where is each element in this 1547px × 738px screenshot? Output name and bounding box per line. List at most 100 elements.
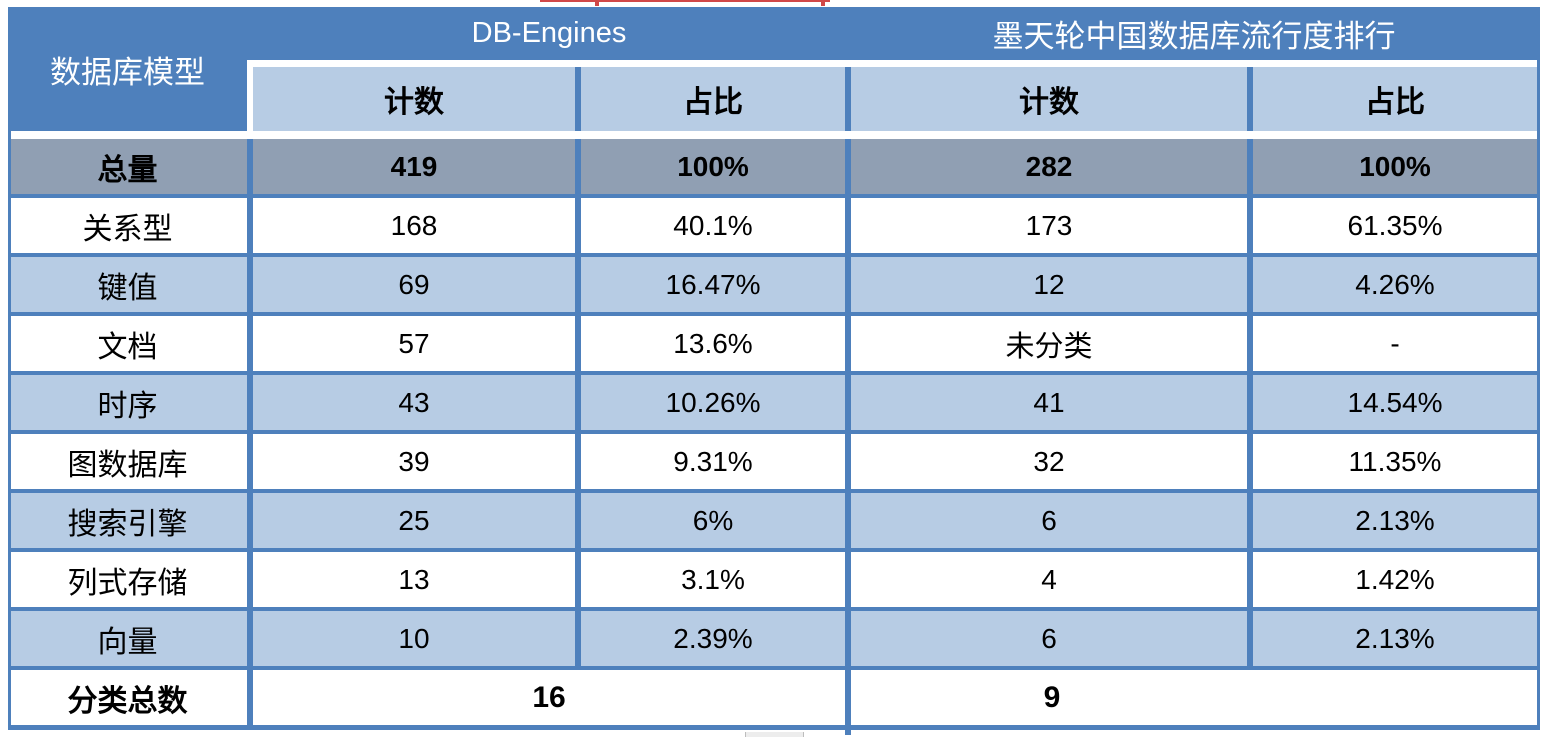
cell-mo-count: 未分类 (851, 316, 1247, 371)
column-divider (575, 375, 581, 430)
column-divider (247, 552, 253, 607)
cell-mo-count: 12 (851, 257, 1247, 312)
column-divider (575, 198, 581, 253)
column-divider (247, 611, 253, 666)
column-divider (845, 316, 851, 371)
group-header-motianlun: 墨天轮中国数据库流行度排行 (992, 19, 1396, 55)
column-divider (845, 434, 851, 489)
cell-mo-pct: 61.35% (1253, 198, 1537, 253)
cell-mo-pct: 100% (1253, 139, 1537, 194)
row-label: 向量 (8, 611, 247, 666)
cell-mo-count: 6 (851, 611, 1247, 666)
row-divider (8, 607, 1540, 611)
column-divider (575, 257, 581, 312)
column-divider (247, 316, 253, 371)
cell-mo-pct: 2.13% (1253, 493, 1537, 548)
cell-mo-pct: 4.26% (1253, 257, 1537, 312)
table-border-left (8, 131, 11, 730)
column-divider (1247, 493, 1253, 548)
cell-db-pct: 13.6% (581, 316, 845, 371)
column-divider (247, 493, 253, 548)
column-divider (845, 552, 851, 607)
column-divider (845, 139, 851, 194)
column-divider (1247, 375, 1253, 430)
cropped-red-text-fragment (821, 0, 825, 6)
cell-mo-count: 32 (851, 434, 1247, 489)
cropped-ui-fragment (745, 732, 804, 737)
header-gap (253, 60, 1537, 67)
cell-mo-count: 282 (851, 139, 1247, 194)
column-divider (1247, 316, 1253, 371)
column-divider (1247, 611, 1253, 666)
table-row: 文档 57 13.6% 未分类 - (8, 316, 1540, 371)
table-row: 列式存储 13 3.1% 4 1.42% (8, 552, 1540, 607)
row-divider (8, 489, 1540, 493)
column-divider (247, 670, 253, 725)
column-divider (247, 198, 253, 253)
cropped-red-text-fragment (540, 0, 830, 2)
cell-mo-category-total: 9 (851, 670, 1537, 725)
column-divider (575, 316, 581, 371)
column-divider (845, 198, 851, 253)
cell-mo-count: 4 (851, 552, 1247, 607)
column-divider (1247, 198, 1253, 253)
cell-mo-pct: 14.54% (1253, 375, 1537, 430)
column-divider (575, 493, 581, 548)
cell-mo-count: 6 (851, 493, 1247, 548)
row-label: 分类总数 (8, 670, 247, 725)
cell-db-count: 10 (253, 611, 575, 666)
cell-db-count: 39 (253, 434, 575, 489)
column-divider (845, 375, 851, 430)
column-divider (575, 552, 581, 607)
table-border-bottom (8, 725, 1540, 730)
subheader-db-count: 计数 (253, 67, 575, 131)
header-gap (247, 60, 253, 131)
column-divider (845, 257, 851, 312)
row-divider (8, 430, 1540, 434)
column-divider (845, 722, 851, 735)
column-divider (575, 67, 581, 131)
subheader-mo-count: 计数 (851, 67, 1247, 131)
row-divider (8, 312, 1540, 316)
row-label: 搜索引擎 (8, 493, 247, 548)
column-divider (247, 375, 253, 430)
row-label: 时序 (8, 375, 247, 430)
cell-db-category-total: 16 (253, 670, 845, 725)
cell-db-pct: 16.47% (581, 257, 845, 312)
row-divider (8, 253, 1540, 257)
table-border-right (1537, 60, 1540, 730)
cell-db-count: 25 (253, 493, 575, 548)
table-row: 向量 10 2.39% 6 2.13% (8, 611, 1540, 666)
cell-db-pct: 10.26% (581, 375, 845, 430)
column-divider (575, 139, 581, 194)
column-divider (247, 139, 253, 194)
column-divider (1247, 434, 1253, 489)
row-label: 列式存储 (8, 552, 247, 607)
cropped-red-text-fragment (595, 0, 599, 6)
subheader-mo-pct: 占比 (1253, 67, 1537, 131)
subheader-db-pct: 占比 (581, 67, 845, 131)
table-row: 关系型 168 40.1% 173 61.35% (8, 198, 1540, 253)
table-row-category-totals: 分类总数 16 9 (8, 670, 1540, 725)
cell-db-pct: 2.39% (581, 611, 845, 666)
table-row-total: 总量 419 100% 282 100% (8, 139, 1540, 194)
header-gap (8, 131, 1540, 139)
cell-db-pct: 40.1% (581, 198, 845, 253)
cell-db-pct: 9.31% (581, 434, 845, 489)
table-row: 搜索引擎 25 6% 6 2.13% (8, 493, 1540, 548)
column-divider (845, 611, 851, 666)
cell-db-count: 168 (253, 198, 575, 253)
header-band (8, 7, 1540, 60)
column-divider (575, 434, 581, 489)
cell-db-pct: 3.1% (581, 552, 845, 607)
row-label: 键值 (8, 257, 247, 312)
table-row: 图数据库 39 9.31% 32 11.35% (8, 434, 1540, 489)
row-label: 图数据库 (8, 434, 247, 489)
cell-mo-category-total-value: 9 (1043, 680, 1061, 714)
cell-db-count: 13 (253, 552, 575, 607)
group-header-db-engines: DB-Engines (471, 17, 627, 49)
row-label: 关系型 (8, 198, 247, 253)
row-divider (8, 371, 1540, 375)
column-divider (1247, 139, 1253, 194)
